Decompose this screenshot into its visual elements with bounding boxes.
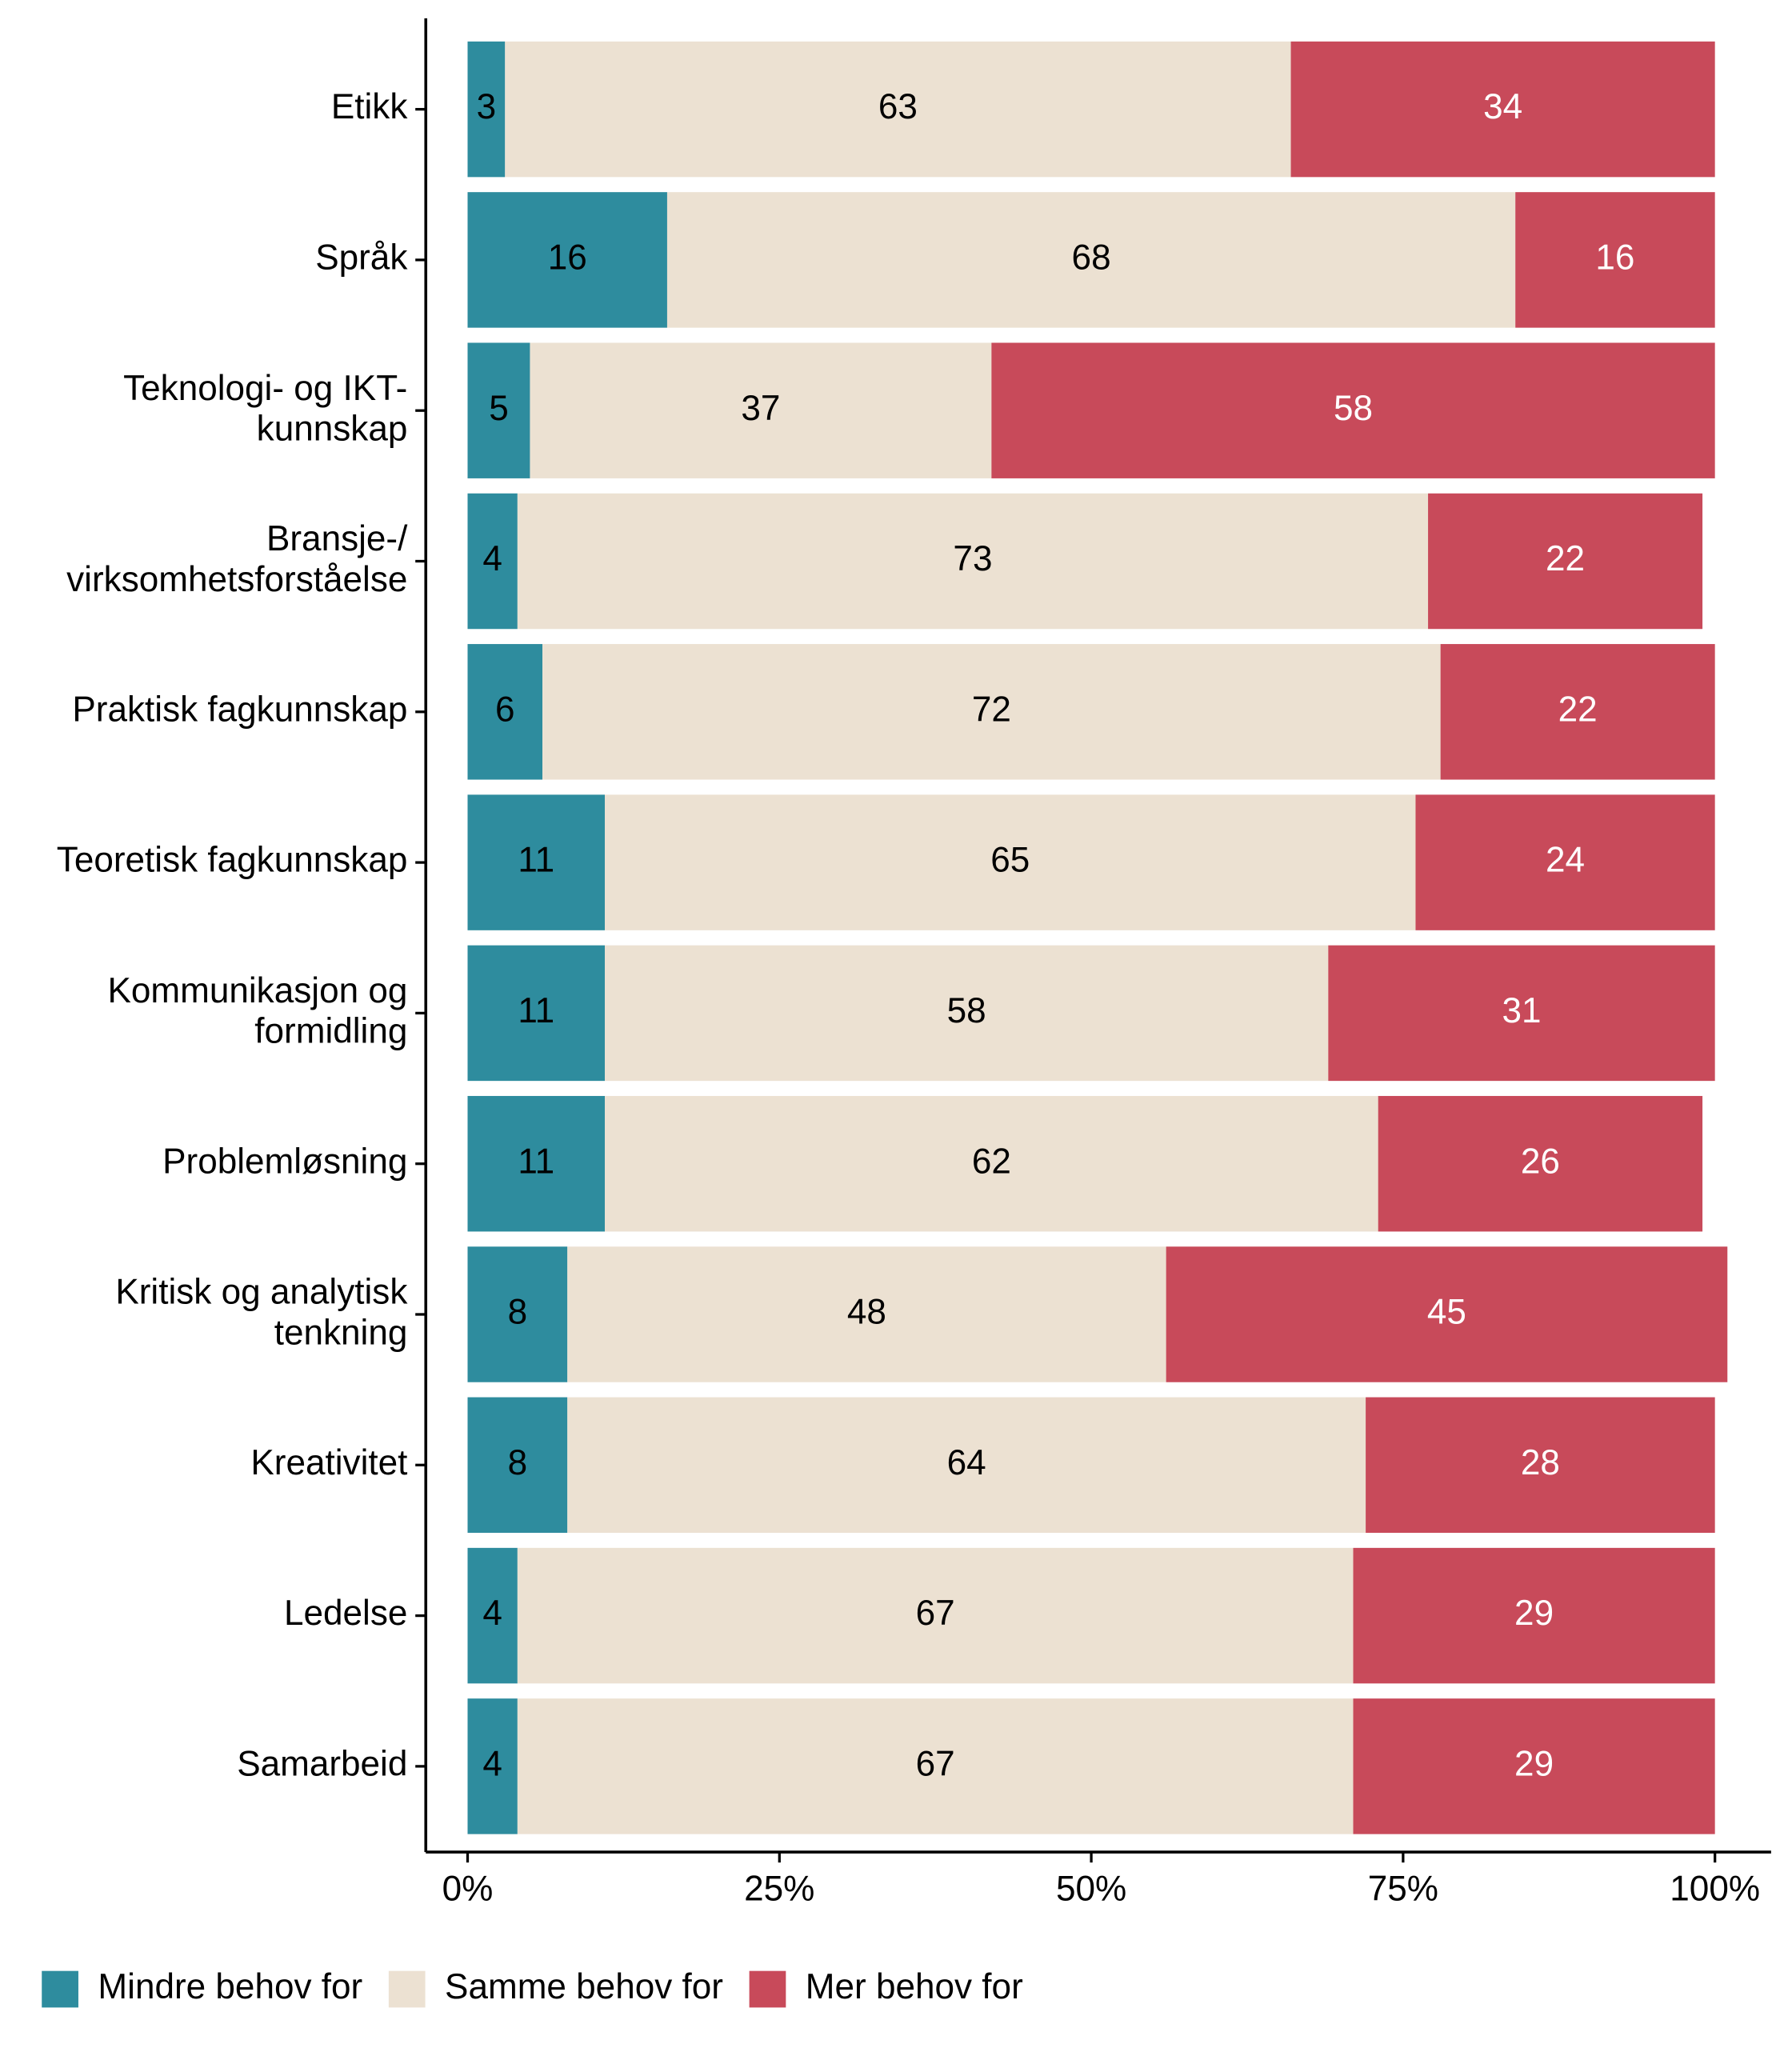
data-label: 16 bbox=[548, 238, 587, 278]
data-label: 11 bbox=[518, 841, 554, 880]
data-label: 72 bbox=[972, 690, 1011, 729]
data-label: 67 bbox=[916, 1745, 955, 1784]
data-label: 4 bbox=[482, 539, 502, 578]
bar-segment bbox=[530, 342, 992, 478]
bar-segment bbox=[1353, 1547, 1715, 1684]
data-label: 63 bbox=[878, 87, 918, 126]
data-label: 28 bbox=[1521, 1443, 1560, 1482]
x-tick-label: 100% bbox=[1670, 1870, 1760, 1909]
y-tick-label: Etikk bbox=[331, 87, 408, 126]
legend-swatch bbox=[749, 1970, 786, 2008]
data-label: 8 bbox=[508, 1293, 528, 1332]
bar-segment bbox=[467, 1095, 605, 1232]
x-tick-label: 0% bbox=[442, 1870, 494, 1909]
bar-segment bbox=[1166, 1246, 1728, 1382]
bar-segment bbox=[467, 192, 667, 328]
data-label: 11 bbox=[518, 1142, 554, 1181]
data-label: 73 bbox=[953, 539, 992, 578]
data-label: 34 bbox=[1483, 87, 1522, 126]
bar-segment bbox=[467, 493, 518, 630]
y-tick-label: Problemløsning bbox=[162, 1142, 407, 1181]
legend-label: Mer behov for bbox=[806, 1967, 1023, 2006]
bar-segment bbox=[467, 1698, 518, 1834]
data-label: 11 bbox=[518, 991, 554, 1030]
data-label: 22 bbox=[1558, 690, 1598, 729]
bar-segment bbox=[1328, 945, 1715, 1082]
bar-segment bbox=[1428, 493, 1703, 630]
data-label: 4 bbox=[482, 1594, 502, 1633]
bar-segment bbox=[467, 342, 530, 478]
bar-segment bbox=[467, 1397, 568, 1534]
y-tick-label: Bransje-/virksomhetsforståelse bbox=[66, 519, 408, 599]
bar-segment bbox=[1515, 192, 1715, 328]
y-tick-label: Språk bbox=[315, 238, 408, 278]
data-label: 29 bbox=[1514, 1594, 1554, 1633]
x-tick-label: 50% bbox=[1056, 1870, 1126, 1909]
bar-segment bbox=[467, 644, 543, 780]
y-tick-label: Ledelse bbox=[284, 1594, 407, 1633]
data-label: 64 bbox=[947, 1443, 986, 1482]
bar-segment bbox=[567, 1246, 1166, 1382]
legend-swatch bbox=[388, 1970, 426, 2008]
bar-segment bbox=[517, 1547, 1354, 1684]
data-label: 26 bbox=[1521, 1142, 1560, 1181]
data-label: 37 bbox=[741, 389, 780, 428]
bar-segment bbox=[467, 794, 605, 930]
bar-segment bbox=[605, 794, 1416, 930]
data-label: 67 bbox=[916, 1594, 955, 1633]
bar-segment bbox=[567, 1397, 1366, 1534]
bar-segment bbox=[1440, 644, 1715, 780]
data-label: 6 bbox=[495, 690, 515, 729]
data-label: 62 bbox=[972, 1142, 1011, 1181]
data-label: 5 bbox=[489, 389, 509, 428]
bar-segment bbox=[1366, 1397, 1715, 1534]
bar-segment bbox=[605, 1095, 1378, 1232]
data-label: 31 bbox=[1502, 991, 1541, 1030]
bar-segment bbox=[1378, 1095, 1703, 1232]
data-label: 8 bbox=[508, 1443, 528, 1482]
bar-segment bbox=[517, 493, 1429, 630]
y-tick-label: Teknologi- og IKT-kunnskap bbox=[123, 369, 407, 449]
legend-swatch bbox=[42, 1970, 78, 2008]
legend-label: Samme behov for bbox=[445, 1967, 723, 2006]
bar-segment bbox=[666, 192, 1516, 328]
data-label: 65 bbox=[990, 841, 1030, 880]
bar-segment bbox=[542, 644, 1441, 780]
bar-segment bbox=[467, 1547, 518, 1684]
bar-segment bbox=[467, 945, 605, 1082]
data-label: 45 bbox=[1427, 1293, 1466, 1332]
data-label: 48 bbox=[847, 1293, 886, 1332]
data-label: 3 bbox=[477, 87, 497, 126]
data-label: 22 bbox=[1546, 539, 1585, 578]
data-label: 29 bbox=[1514, 1745, 1554, 1784]
y-tick-label: Kritisk og analytisk tenkning bbox=[115, 1272, 408, 1352]
bar-segment bbox=[505, 41, 1291, 178]
data-label: 58 bbox=[1334, 389, 1373, 428]
bar-segment bbox=[517, 1698, 1354, 1834]
bar-segment bbox=[1353, 1698, 1715, 1834]
y-tick-label: Kreativitet bbox=[250, 1443, 407, 1482]
x-tick-label: 25% bbox=[744, 1870, 814, 1909]
legend-label: Mindre behov for bbox=[98, 1967, 362, 2006]
data-label: 4 bbox=[482, 1745, 502, 1784]
y-tick-label: Teoretisk fagkunnskap bbox=[57, 841, 408, 880]
data-label: 16 bbox=[1595, 238, 1634, 278]
data-label: 24 bbox=[1546, 841, 1585, 880]
bar-segment bbox=[467, 41, 506, 178]
y-tick-label: Kommunikasjon og formidling bbox=[108, 971, 408, 1051]
bar-segment bbox=[1290, 41, 1715, 178]
x-tick-label: 75% bbox=[1368, 1870, 1438, 1909]
bar-segment bbox=[1415, 794, 1715, 930]
y-tick-label: Samarbeid bbox=[237, 1745, 407, 1784]
data-label: 68 bbox=[1072, 238, 1111, 278]
data-label: 58 bbox=[947, 991, 986, 1030]
bar-segment bbox=[605, 945, 1329, 1082]
bar-segment bbox=[991, 342, 1715, 478]
y-tick-label: Praktisk fagkunnskap bbox=[72, 690, 407, 729]
bar-segment bbox=[467, 1246, 568, 1382]
